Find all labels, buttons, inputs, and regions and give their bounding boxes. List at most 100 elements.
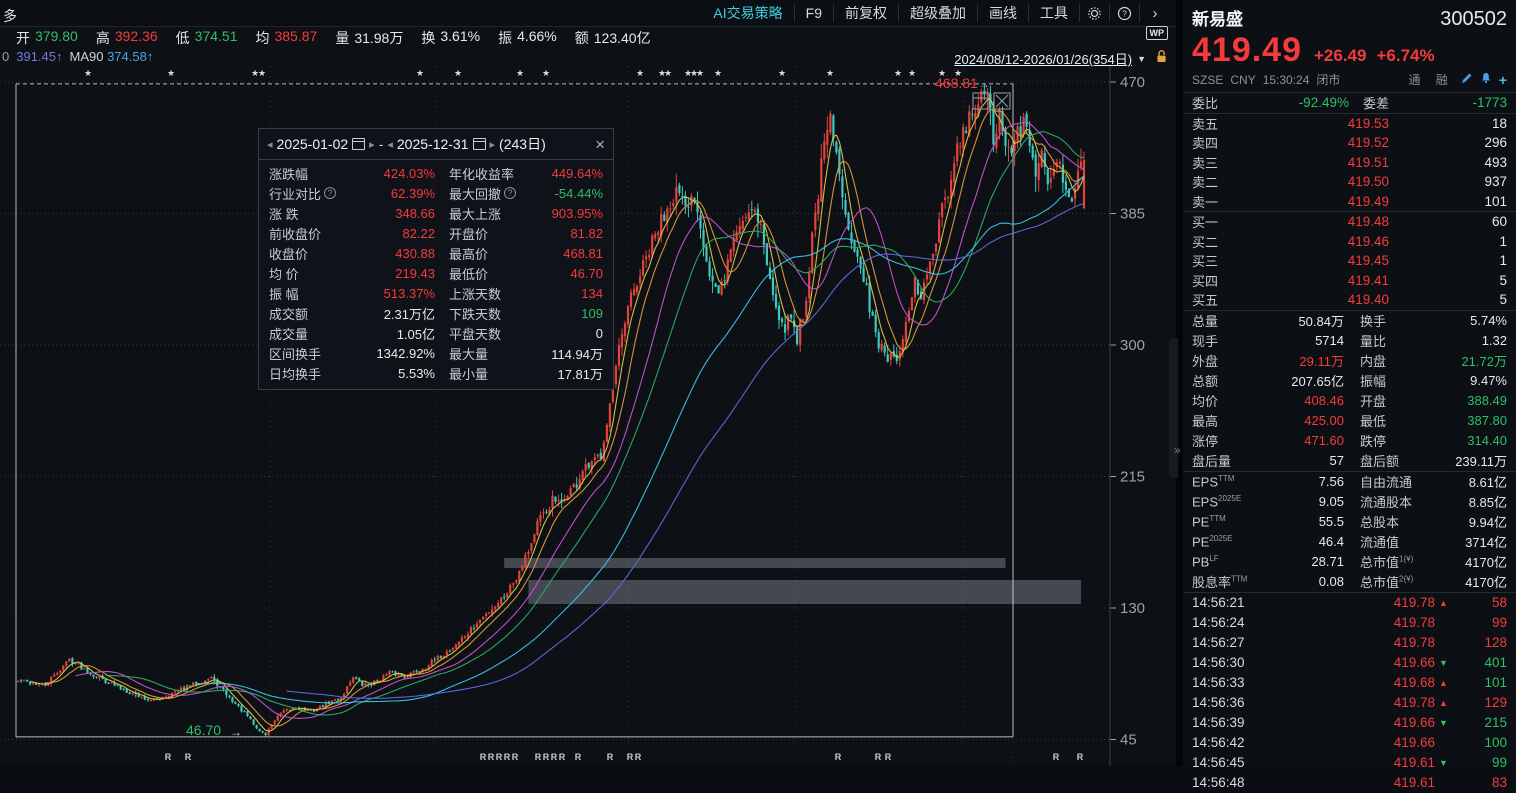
event-star-icon: ★ <box>684 68 692 78</box>
market-status: 闭市 <box>1316 73 1341 87</box>
close-icon[interactable]: × <box>595 134 605 154</box>
change-percent: +6.74% <box>1376 46 1435 65</box>
ask-levels: 卖五 419.53 18 卖四 419.52 296 卖三 419.51 493 卖二 419… <box>1183 114 1516 212</box>
period-high-label: 468.81 <box>935 75 978 91</box>
range-panel-header: ◂ 2025-01-02 ▸ - ◂ 2025-12-31 ▸ (243日) × <box>259 129 613 160</box>
info-icon[interactable]: ? <box>324 187 337 199</box>
stat-row: 最高 425.00 最低 387.80 <box>1192 413 1507 429</box>
event-star-icon: ★ <box>658 68 666 78</box>
expand-chevron-icon[interactable]: » <box>1174 443 1181 457</box>
event-star-icon: ★ <box>258 68 266 78</box>
period-low-label: 46.70 <box>186 722 221 738</box>
ma-legend: 0 391.45↑ MA90 374.58↑ <box>0 49 153 64</box>
bid-row[interactable]: 买二 419.46 1 <box>1192 233 1507 250</box>
info-icon[interactable]: ? <box>504 187 517 199</box>
tape-row: 14:56:48 419.61 83 <box>1192 775 1507 790</box>
settings-gear-icon[interactable] <box>1080 4 1110 22</box>
next-start-date-arrow[interactable]: ▸ <box>369 138 375 151</box>
drawer-handle[interactable] <box>1169 338 1178 478</box>
range-stat-row: 成交额 2.31万亿 下跌天数 109 <box>269 305 603 322</box>
stat-row: 均价 408.46 开盘 388.49 <box>1192 393 1507 409</box>
ask-row[interactable]: 卖三 419.51 493 <box>1192 154 1507 171</box>
rights-marker: R <box>185 752 192 762</box>
range-stat-row: 日均换手 5.53% 最小量 17.81万 <box>269 365 603 382</box>
range-stat-row: 区间换手 1342.92% 最大量 114.94万 <box>269 345 603 362</box>
rights-marker: R <box>488 752 495 762</box>
corner-tab[interactable]: 多 <box>3 8 17 24</box>
end-date[interactable]: 2025-12-31 <box>396 136 469 152</box>
rights-marker: R <box>512 752 519 762</box>
event-star-icon: ★ <box>778 68 786 78</box>
toolbar-item-2[interactable]: 前复权 <box>834 4 899 22</box>
event-star-icon: ★ <box>251 68 259 78</box>
ohlc-item-0: 开 379.80 <box>16 28 78 46</box>
rights-marker: R <box>165 752 172 762</box>
valuation-row: 股息率TTM 0.08 总市值2(¥) 4170亿 <box>1192 574 1507 590</box>
bid-row[interactable]: 买三 419.45 1 <box>1192 253 1507 270</box>
more-chevron-icon[interactable]: › <box>1152 4 1158 22</box>
bid-row[interactable]: 买一 419.48 60 <box>1192 214 1507 231</box>
committee-ratio-row: 委比 -92.49% 委差 -1773 <box>1192 95 1507 112</box>
ohlc-summary-bar: 开 379.80 高 392.36 低 374.51 均 385.87 量 31.98万 换 3.61… <box>0 27 1176 49</box>
chart-column: 多 AI交易策略 F9 前复权 超级叠加 画线 工具 ? › 开 379.80 高 392.36… <box>0 4 1176 766</box>
prev-start-date-arrow[interactable]: ◂ <box>267 138 273 151</box>
bid-row[interactable]: 买五 419.40 5 <box>1192 292 1507 309</box>
ohlc-item-2: 低 374.51 <box>175 28 238 46</box>
event-star-icon: ★ <box>938 68 946 78</box>
price-row: 419.49 +26.49 +6.74% <box>1183 31 1516 70</box>
date-range-selector[interactable]: 2024/08/12-2026/01/26(354日) ▼ <box>954 49 1146 68</box>
add-plus-icon[interactable]: + <box>1498 71 1507 88</box>
toolbar-item-0[interactable]: AI交易策略 <box>702 4 795 22</box>
ohlc-item-3: 均 385.87 <box>255 28 318 46</box>
quote-panel: 新易盛 300502 419.49 +26.49 +6.74% SZSE CNY… <box>1183 0 1516 790</box>
ask-row[interactable]: 卖二 419.50 937 <box>1192 174 1507 191</box>
committee-row: 委比 -92.49% 委差 -1773 <box>1183 93 1516 113</box>
ask-row[interactable]: 卖五 419.53 18 <box>1192 115 1507 132</box>
calendar-icon[interactable] <box>472 138 486 150</box>
svg-text:215: 215 <box>1120 469 1145 486</box>
toolbar-items: AI交易策略 F9 前复权 超级叠加 画线 工具 <box>702 4 1080 22</box>
rights-marker: R <box>559 752 566 762</box>
alert-bell-icon[interactable] <box>1480 72 1492 87</box>
tape-row: 14:56:27 419.78 128 <box>1192 635 1507 650</box>
range-panel-rows: 涨跌幅 424.03% 年化收益率 449.64% 行业对比? 62.39% 最… <box>259 160 613 389</box>
wp-badge[interactable]: WP <box>1145 26 1168 40</box>
rights-marker: R <box>1077 752 1084 762</box>
range-stat-row: 涨 跌 348.66 最大上涨 903.95% <box>269 205 603 222</box>
svg-text:→: → <box>978 77 990 91</box>
quote-subheader: SZSE CNY 15:30:24 闭市 通 融 + <box>1183 70 1516 92</box>
tape-row: 14:56:21 419.78 ▲ 58 <box>1192 595 1507 610</box>
ma-legend-item-0: 391.45↑ <box>16 49 63 64</box>
tape-row: 14:56:39 419.66 ▼ 215 <box>1192 715 1507 730</box>
change-value: +26.49 <box>1314 46 1367 65</box>
help-icon[interactable]: ? <box>1110 4 1140 22</box>
toolbar-item-3[interactable]: 超级叠加 <box>899 4 978 22</box>
ma-legend-prefix: 0 <box>2 49 10 64</box>
next-end-date-arrow[interactable]: ▸ <box>489 138 496 151</box>
ask-row[interactable]: 卖四 419.52 296 <box>1192 135 1507 152</box>
tape-row: 14:56:24 419.78 99 <box>1192 615 1507 630</box>
ask-row[interactable]: 卖一 419.49 101 <box>1192 193 1507 210</box>
svg-text:?: ? <box>1122 8 1127 18</box>
date-range-text[interactable]: 2024/08/12-2026/01/26(354日) <box>954 52 1133 67</box>
time-and-sales: 14:56:21 419.78 ▲ 58 14:56:24 419.78 99 14… <box>1183 593 1516 793</box>
rights-marker: R <box>835 752 842 762</box>
last-price: 419.49 <box>1192 31 1302 69</box>
edit-pencil-icon[interactable] <box>1461 72 1473 87</box>
panel-divider[interactable] <box>1176 0 1183 766</box>
toolbar-item-4[interactable]: 画线 <box>978 4 1029 22</box>
event-star-icon: ★ <box>454 68 462 78</box>
rights-marker: R <box>635 752 642 762</box>
toolbar-item-5[interactable]: 工具 <box>1029 4 1080 22</box>
toolbar-item-1[interactable]: F9 <box>795 4 834 22</box>
event-star-icon: ★ <box>690 68 698 78</box>
prev-end-date-arrow[interactable]: ◂ <box>387 138 393 151</box>
lock-icon[interactable] <box>1155 49 1168 66</box>
start-date[interactable]: 2025-01-02 <box>276 136 349 152</box>
tape-row: 14:56:30 419.66 ▼ 401 <box>1192 655 1507 670</box>
valuation-row: PBLF 28.71 总市值1(¥) 4170亿 <box>1192 553 1507 570</box>
calendar-icon[interactable] <box>352 138 366 150</box>
ma-legend-item-1: MA90 374.58↑ <box>69 49 154 64</box>
bid-row[interactable]: 买四 419.41 5 <box>1192 272 1507 289</box>
